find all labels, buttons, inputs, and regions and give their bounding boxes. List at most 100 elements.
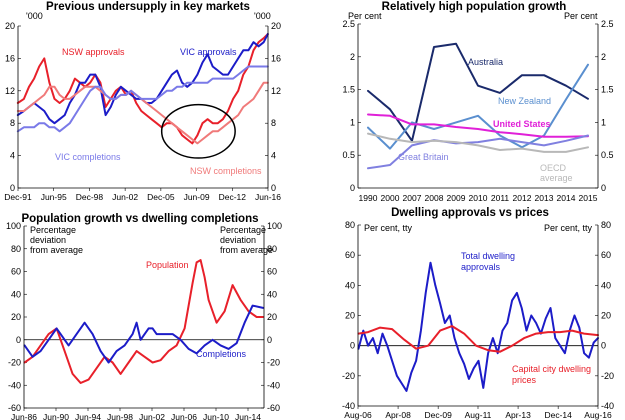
chart-1-y-ticks-right: 0 4 8 12 16 20 — [265, 21, 281, 193]
chart-1-y-tick-left: 0 — [10, 183, 15, 193]
chart-3-y-tick-left: 80 — [11, 244, 21, 254]
chart-4-label-approvals-2: approvals — [461, 262, 501, 272]
chart-1: Previous undersupply in key markets '000… — [4, 1, 281, 202]
chart-2-x-tick: 2007 — [403, 193, 422, 203]
chart-4-series-total-dwelling-approvals — [357, 261, 599, 392]
chart-3-y-tick-left: 20 — [11, 312, 21, 322]
chart-2: Relatively high population growth Per ce… — [342, 1, 613, 203]
chart-1-label-vic-approvals: VIC approvals — [180, 47, 237, 57]
chart-2-y-tick-left: 0.5 — [342, 150, 355, 160]
chart-2-label-united-states: United States — [493, 119, 551, 129]
chart-3-x-tick: Jun-10 — [203, 412, 229, 420]
chart-1-series-nsw-approvals — [16, 33, 269, 145]
chart-2-y-tick-left: 2 — [350, 52, 355, 62]
chart-4-series — [357, 261, 599, 392]
chart-1-y-tick-left: 12 — [5, 86, 15, 96]
chart-2-y-tick-right: 1 — [601, 117, 606, 127]
chart-1-y-tick-right: 8 — [271, 118, 276, 128]
chart-2-x-tick: 2013 — [535, 193, 554, 203]
chart-3-title: Population growth vs dwelling completion… — [21, 213, 258, 225]
chart-2-y-tick-left: 1.5 — [342, 85, 355, 95]
chart-1-x-tick: Jun-95 — [41, 192, 67, 202]
chart-1-y-tick-right: 16 — [271, 53, 281, 63]
chart-4-y-tick-right: 80 — [601, 220, 611, 230]
chart-3-y-tick-left: 60 — [11, 267, 21, 277]
chart-2-y-tick-left: 1 — [350, 117, 355, 127]
chart-2-label-australia: Australia — [468, 57, 503, 67]
chart-2-x-tick: 2010 — [469, 193, 488, 203]
chart-3-unit-left: Percentage deviation from average — [30, 225, 83, 255]
chart-2-unit-right: Per cent — [564, 11, 598, 21]
chart-1-x-ticks: Dec-91 Jun-95 Dec-98 Jun-02 Dec-05 Jun-09 Dec-… — [4, 188, 281, 202]
chart-1-title: Previous undersupply in key markets — [46, 1, 250, 13]
chart-2-y-tick-right: 0 — [601, 183, 606, 193]
chart-4-title: Dwelling approvals vs prices — [391, 207, 549, 219]
chart-4-x-tick: Dec-14 — [544, 410, 572, 420]
chart-1-label-nsw-approvals: NSW approvals — [62, 47, 125, 57]
chart-4-y-tick-left: 60 — [345, 250, 355, 260]
chart-4-label-prices-2: prices — [512, 375, 537, 385]
chart-2-y-tick-right: 1.5 — [601, 85, 614, 95]
chart-1-unit-right: '000 — [254, 11, 271, 21]
chart-3-series-population — [23, 259, 264, 384]
chart-1-series-nsw-completions — [16, 81, 269, 145]
chart-2-unit-left: Per cent — [348, 11, 382, 21]
chart-1-y-tick-left: 16 — [5, 53, 15, 63]
chart-3-y-tick-right: 80 — [267, 244, 277, 254]
chart-2-y-tick-right: 2 — [601, 52, 606, 62]
chart-4-y-tick-right: 60 — [601, 250, 611, 260]
chart-4-y-tick-left: 80 — [345, 220, 355, 230]
chart-3-x-tick: Jun-14 — [235, 412, 261, 420]
chart-3-x-tick: Jun-98 — [107, 412, 133, 420]
chart-2-x-ticks: 1990 2000 2007 2008 2009 2010 2011 2012 2013 2014… — [359, 193, 598, 203]
chart-4-y-tick-right: 20 — [601, 311, 611, 321]
chart-2-x-tick: 2011 — [491, 193, 510, 203]
chart-3-y-tick-right: 40 — [267, 289, 277, 299]
chart-4-y-tick-right: 40 — [601, 280, 611, 290]
chart-4-label-approvals-1: Total dwelling — [461, 251, 515, 261]
chart-2-series-united-states — [367, 113, 589, 138]
chart-4-x-tick: Apr-13 — [505, 410, 531, 420]
chart-3-y-tick-left: -60 — [8, 403, 21, 413]
chart-2-title: Relatively high population growth — [382, 1, 567, 13]
chart-1-x-tick: Dec-98 — [76, 192, 104, 202]
chart-2-x-tick: 2009 — [447, 193, 466, 203]
chart-4-y-tick-left: 0 — [350, 341, 355, 351]
chart-3-y-ticks-right: -60 -40 -20 0 20 40 60 80 100 — [261, 221, 282, 413]
chart-2-series-new-zealand — [367, 63, 589, 150]
chart-2-series-oecd-average — [367, 132, 589, 153]
chart-4-x-tick: Aug-16 — [584, 410, 612, 420]
chart-1-x-tick: Jun-09 — [184, 192, 210, 202]
chart-4-unit-left: Per cent, tty — [364, 223, 413, 233]
chart-3-y-tick-right: -40 — [267, 380, 280, 390]
chart-3-x-tick: Jun-90 — [43, 412, 69, 420]
chart-1-y-ticks-left: 0 4 8 12 16 20 — [5, 21, 21, 193]
chart-1-x-tick: Dec-05 — [147, 192, 175, 202]
chart-1-x-tick: Dec-12 — [219, 192, 247, 202]
chart-4-unit-right: Per cent, tty — [544, 223, 593, 233]
chart-2-label-new-zealand: New Zealand — [498, 96, 551, 106]
chart-3-x-ticks: Jun-86 Jun-90 Jun-94 Jun-98 Jun-02 Jun-06 Jun-… — [11, 408, 261, 420]
chart-2-x-tick: 2014 — [557, 193, 576, 203]
chart-3-y-tick-right: -60 — [267, 403, 280, 413]
chart-2-y-tick-left: 2.5 — [342, 19, 355, 29]
chart-1-label-vic-completions: VIC completions — [55, 152, 121, 162]
chart-4-y-tick-right: -20 — [601, 371, 614, 381]
chart-2-x-tick: 1990 — [359, 193, 378, 203]
chart-1-y-tick-left: 8 — [10, 118, 15, 128]
chart-1-x-tick: Jun-16 — [255, 192, 281, 202]
chart-2-x-tick: 2015 — [579, 193, 598, 203]
chart-1-unit-left: '000 — [26, 11, 43, 21]
chart-3-series — [23, 259, 264, 384]
chart-3-y-tick-left: -20 — [8, 358, 21, 368]
chart-2-y-tick-right: 0.5 — [601, 150, 614, 160]
chart-4-y-tick-left: -40 — [342, 401, 355, 411]
chart-4-y-tick-left: -20 — [342, 371, 355, 381]
chart-3-series-completions — [23, 304, 264, 364]
chart-4-x-ticks: Aug-06 Apr-08 Dec-09 Aug-11 Apr-13 Dec-14 Aug-… — [344, 406, 612, 420]
chart-4-x-tick: Apr-08 — [385, 410, 411, 420]
chart-2-label-great-britain: Great Britain — [398, 152, 449, 162]
chart-3-x-tick: Jun-86 — [11, 412, 37, 420]
chart-3-y-tick-right: 0 — [267, 335, 272, 345]
